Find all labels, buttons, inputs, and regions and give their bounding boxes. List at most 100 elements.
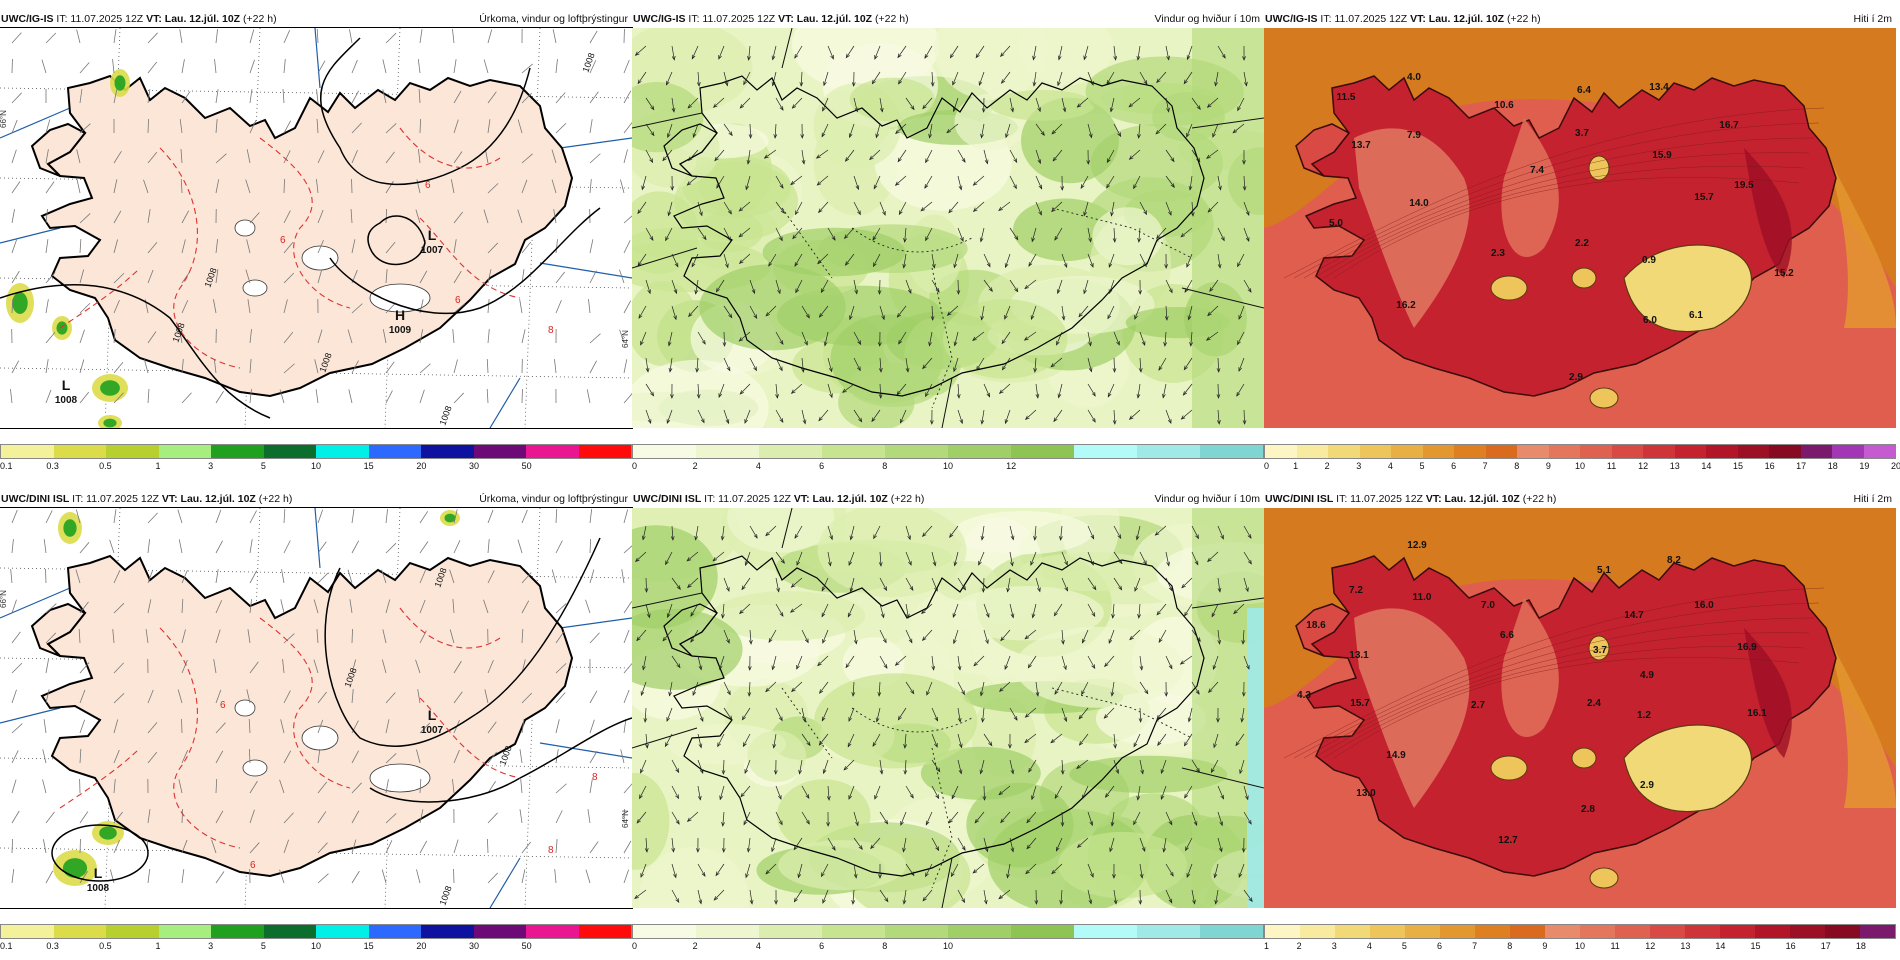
latitude-label: 66°N (0, 110, 8, 128)
temperature-value-label: 6.0 (1643, 315, 1657, 326)
color-scale-tick-label: 6 (1451, 461, 1456, 471)
latitude-label: 64°N (621, 810, 630, 828)
temperature-value-label: 6.4 (1577, 85, 1591, 96)
color-scale-segment (1612, 445, 1644, 458)
header-lead: (+22 h) (243, 13, 277, 25)
color-scale-segment (1801, 445, 1833, 458)
panel-header: UWC/IG-IS IT: 11.07.2025 12Z VT: Lau. 12… (1264, 10, 1896, 28)
color-scale-segment (1864, 445, 1896, 458)
header-lead: (+22 h) (1523, 493, 1557, 505)
color-scale-segment (1675, 445, 1707, 458)
color-scale-segment (696, 925, 759, 938)
panel-title: Hiti í 2m (1853, 493, 1892, 505)
color-scale-segment (948, 445, 1011, 458)
panel-title: Úrkoma, vindur og loftþrýstingur (479, 493, 628, 505)
panel-header-info: UWC/IG-IS IT: 11.07.2025 12Z VT: Lau. 12… (1265, 13, 1541, 25)
color-scale-tick-label: 20 (1891, 461, 1900, 471)
isotherm-label: 6 (280, 235, 286, 246)
color-scale-segment (159, 925, 212, 938)
temperature-value-label: 14.7 (1624, 610, 1644, 621)
pressure-center-letter: L (428, 227, 437, 243)
temperature-value-label: 13.4 (1649, 82, 1669, 93)
header-it: IT: 11.07.2025 12Z (704, 493, 791, 505)
panel-header-info: UWC/DINI ISL IT: 11.07.2025 12Z VT: Lau.… (1, 493, 292, 505)
map-panel-precip: UWC/DINI ISL IT: 11.07.2025 12Z VT: Lau.… (0, 490, 632, 960)
pressure-center-value: 1007 (421, 725, 444, 736)
map-area (632, 28, 1264, 428)
color-scale-segment (1440, 925, 1475, 938)
color-scale-segment (264, 445, 317, 458)
color-scale-segment (1545, 925, 1580, 938)
color-scale-tick-label: 0.1 (0, 461, 13, 471)
isotherm-label: 6 (220, 700, 226, 711)
latitude-label: 66°N (0, 590, 8, 608)
temperature-value-label: 6.6 (1500, 630, 1514, 641)
color-scale-segment (696, 445, 759, 458)
header-model: UWC/IG-IS (1, 13, 54, 25)
map-panel-temp: UWC/DINI ISL IT: 11.07.2025 12Z VT: Lau.… (1264, 490, 1896, 960)
temperature-value-label: 14.9 (1386, 750, 1406, 761)
color-scale-segment (822, 445, 885, 458)
header-it: IT: 11.07.2025 12Z (56, 13, 143, 25)
color-scale-segment (1738, 445, 1770, 458)
pressure-center-letter: L (94, 865, 103, 881)
color-scale-segment (1706, 445, 1738, 458)
pressure-center-value: 1009 (389, 325, 412, 336)
color-scale-segment (1137, 925, 1200, 938)
header-it: IT: 11.07.2025 12Z (1320, 13, 1407, 25)
panel-header: UWC/DINI ISL IT: 11.07.2025 12Z VT: Lau.… (632, 490, 1264, 508)
color-scale-segment (1790, 925, 1825, 938)
temperature-value-label: 8.2 (1667, 555, 1681, 566)
temperature-value-label: 14.0 (1409, 198, 1429, 209)
temperature-value-label: 15.7 (1350, 698, 1370, 709)
color-scale-segment (633, 445, 696, 458)
map-panel-wind: UWC/DINI ISL IT: 11.07.2025 12Z VT: Lau.… (632, 490, 1264, 960)
color-scale-tick-label: 1 (155, 461, 160, 471)
color-scale-segment (369, 925, 422, 938)
header-vt: VT: Lau. 12.júl. 10Z (1426, 493, 1520, 505)
color-scale-segment (159, 445, 212, 458)
color-scale-segment (474, 445, 527, 458)
header-it: IT: 11.07.2025 12Z (688, 13, 775, 25)
color-scale-tick-label: 10 (943, 461, 953, 471)
color-scale-segment (759, 445, 822, 458)
color-scale-tick-label: 12 (1006, 461, 1016, 471)
color-scale-segment (316, 445, 369, 458)
color-scale-tick-label: 4 (756, 461, 761, 471)
temperature-value-label: 16.2 (1396, 300, 1416, 311)
panel-header: UWC/DINI ISL IT: 11.07.2025 12Z VT: Lau.… (1264, 490, 1896, 508)
color-scale-segment (1297, 445, 1329, 458)
color-scale-segment (474, 925, 527, 938)
color-scale-segment (633, 925, 696, 938)
color-scale-segment (1580, 925, 1615, 938)
color-scale-segment (1486, 445, 1518, 458)
color-scale-segment (1011, 925, 1074, 938)
color-scale-segment (1685, 925, 1720, 938)
color-scale-tick-label: 0 (1264, 461, 1269, 471)
color-scale-tick-label: 13 (1670, 461, 1680, 471)
color-scale-tick-label: 14 (1701, 461, 1711, 471)
color-scale-tick-label: 12 (1638, 461, 1648, 471)
temperature-value-label: 10.6 (1494, 100, 1514, 111)
color-scale-segment (1265, 445, 1297, 458)
color-scale-segment (1300, 925, 1335, 938)
color-scale-segment (211, 445, 264, 458)
temperature-value-label: 16.1 (1747, 708, 1767, 719)
temperature-value-label: 6.1 (1689, 310, 1703, 321)
temperature-value-label: 13.0 (1356, 788, 1376, 799)
isotherm-label: 8 (548, 325, 554, 336)
isotherm-label: 8 (548, 845, 554, 856)
latitude-label: 64°N (621, 330, 630, 348)
header-model: UWC/DINI ISL (1265, 493, 1333, 505)
color-scale-segment (1200, 445, 1263, 458)
color-scale-bar (1264, 444, 1896, 459)
color-scale-tick-label: 3 (208, 461, 213, 471)
color-scale-segment (579, 925, 632, 938)
